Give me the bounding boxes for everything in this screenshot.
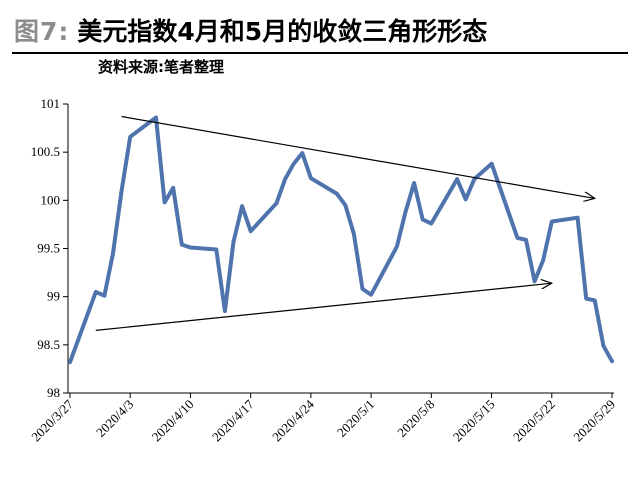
x-tick-label: 2020/5/8 bbox=[394, 397, 437, 440]
y-axis-ticks: 98 98.5 99 99.5 100 100.5 101 bbox=[31, 96, 68, 400]
source-note: 资料来源:笔者整理 bbox=[98, 58, 224, 76]
figure-label: 图7: bbox=[14, 17, 70, 46]
y-tick-label: 98 bbox=[47, 385, 60, 400]
series-layer bbox=[68, 115, 614, 365]
x-tick-label: 2020/3/27 bbox=[28, 396, 76, 444]
x-tick-label: 2020/5/29 bbox=[570, 397, 618, 445]
upper-trend-arrow bbox=[121, 115, 595, 199]
y-tick-label: 98.5 bbox=[37, 337, 60, 352]
figure-title: 美元指数4月和5月的收敛三角形形态 bbox=[77, 17, 488, 46]
annotations-layer bbox=[95, 115, 595, 331]
y-tick-label: 99 bbox=[47, 289, 60, 304]
chart-axes bbox=[67, 104, 614, 394]
y-tick-label: 101 bbox=[41, 96, 61, 111]
x-axis-ticks: 2020/3/27 2020/4/3 2020/4/10 2020/4/17 2020/… bbox=[28, 393, 618, 444]
x-tick-label: 2020/4/24 bbox=[269, 396, 317, 444]
x-tick-label: 2020/5/22 bbox=[510, 397, 558, 445]
x-tick-label: 2020/4/17 bbox=[209, 396, 257, 444]
y-tick-label: 99.5 bbox=[37, 241, 60, 256]
y-tick-label: 100.5 bbox=[31, 144, 60, 159]
x-tick-label: 2020/5/15 bbox=[450, 397, 498, 445]
y-tick-label: 100 bbox=[41, 192, 61, 207]
x-tick-label: 2020/5/1 bbox=[334, 397, 377, 440]
lower-trend-arrow bbox=[95, 283, 552, 331]
series-line bbox=[68, 115, 614, 365]
title-rule bbox=[12, 52, 628, 54]
x-tick-label: 2020/4/10 bbox=[149, 397, 197, 445]
x-tick-label: 2020/4/3 bbox=[93, 397, 136, 440]
figure-header: 图7: 美元指数4月和5月的收敛三角形形态 bbox=[14, 12, 487, 48]
